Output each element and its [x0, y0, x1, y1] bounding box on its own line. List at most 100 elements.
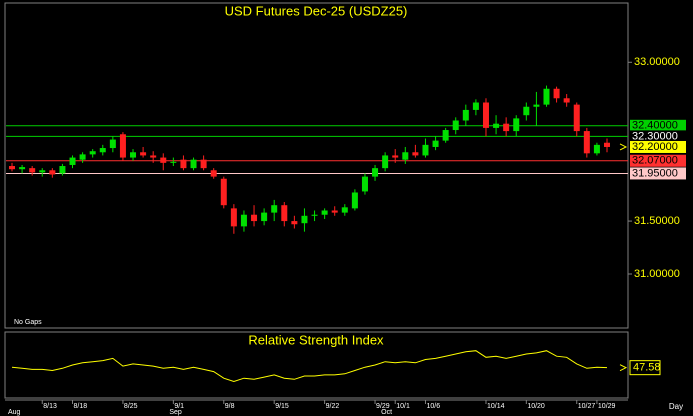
rsi-panel: [4, 331, 629, 399]
level-marker: [619, 143, 628, 151]
candle-body: [301, 215, 308, 224]
month-label: Aug: [8, 409, 21, 416]
candle-body: [533, 104, 540, 107]
x-tick-label: 10/20: [527, 403, 545, 410]
x-tick-label: 9/8: [225, 403, 235, 410]
candle-body: [432, 140, 439, 147]
level-label-bg: [630, 154, 686, 167]
candle-body: [452, 120, 459, 131]
month-label: Oct: [381, 409, 392, 416]
candle-body: [230, 208, 237, 227]
rsi-marker: [619, 364, 628, 372]
candle-body: [69, 157, 76, 165]
y-tick-label: 31.00000: [634, 268, 680, 280]
level-label: 31.95000: [632, 167, 678, 179]
candle-body: [79, 154, 86, 160]
plot-layer: 8/13 8/18 8/25 9/1 9/8 9/15 9/22 9/29 10/1 10/6 10…: [6, 56, 686, 416]
rsi-label-bg: [629, 360, 661, 376]
x-tick-label: 9/15: [275, 403, 289, 410]
y-tick-label: 31.50000: [634, 215, 680, 227]
month-label: Sep: [169, 409, 182, 416]
candle-body: [553, 88, 560, 99]
candle-body: [523, 106, 530, 116]
candle-body: [99, 148, 106, 153]
candle-body: [361, 176, 368, 192]
candle-body: [119, 134, 126, 158]
candle-body: [321, 210, 328, 215]
candle-body: [291, 221, 298, 225]
candle-body: [190, 159, 197, 169]
candle-body: [150, 155, 157, 158]
candle-body: [331, 210, 338, 213]
candle-body: [130, 152, 137, 158]
rsi-title: Relative Strength Index: [248, 332, 384, 347]
candle-body: [351, 192, 358, 209]
candle-body: [180, 159, 187, 169]
candle-body: [472, 102, 479, 110]
level-label: 32.20000: [632, 141, 678, 153]
candle-body: [160, 157, 167, 163]
level-label: 32.40000: [632, 120, 678, 132]
x-tick-label: 10/14: [487, 403, 505, 410]
level-label: 32.30000: [632, 130, 678, 142]
candle-body: [281, 205, 288, 222]
x-unit: Day: [669, 402, 683, 411]
candle-body: [39, 170, 46, 173]
candle-body: [462, 109, 469, 121]
rsi-line: [11, 350, 608, 383]
level-label-bg: [630, 130, 686, 143]
x-tick-label: 9/29: [376, 403, 390, 410]
candle-body: [140, 152, 147, 156]
candle-body: [251, 214, 258, 222]
x-tick-label: 10/27: [578, 403, 596, 410]
candle-body: [402, 152, 409, 160]
candle-body: [422, 144, 429, 156]
candle-body: [442, 130, 449, 141]
candle-body: [482, 102, 489, 128]
level-label-bg: [630, 119, 686, 132]
candle-body: [49, 170, 56, 175]
x-tick-label: 8/13: [43, 403, 57, 410]
level-label-bg: [630, 167, 686, 180]
candle-body: [220, 178, 227, 206]
candle-body: [513, 118, 520, 132]
candle-body: [382, 155, 389, 169]
level-label: 32.07000: [632, 155, 678, 167]
level-label-bg: [630, 140, 686, 153]
candle-body: [9, 166, 15, 170]
candle-body: [412, 152, 419, 156]
rsi-value-label: 47.58: [633, 362, 661, 374]
candle-body: [200, 159, 207, 169]
x-tick-label: 9/1: [174, 403, 184, 410]
candle-body: [109, 139, 116, 149]
candle-body: [563, 98, 570, 103]
x-tick-label: 10/6: [426, 403, 440, 410]
candle-body: [29, 168, 36, 173]
candle-body: [372, 168, 379, 177]
x-tick-label: 8/18: [74, 403, 88, 410]
candle-body: [311, 214, 318, 216]
candle-body: [604, 142, 610, 147]
candle-body: [583, 131, 590, 154]
candle-body: [493, 123, 500, 128]
gaps-note: No Gaps: [14, 319, 42, 326]
candle-body: [392, 155, 399, 158]
x-tick-label: 9/22: [326, 403, 340, 410]
candle-body: [210, 170, 217, 177]
candle-body: [170, 161, 177, 163]
x-tick-label: 10/29: [598, 403, 616, 410]
y-tick-label: 33.00000: [634, 56, 680, 68]
candle-body: [503, 123, 510, 132]
candle-body: [240, 214, 247, 227]
candle-body: [593, 144, 600, 154]
candle-body: [19, 167, 26, 170]
price-panel: [4, 2, 629, 329]
chart-title: USD Futures Dec-25 (USDZ25): [225, 3, 408, 18]
candle-body: [573, 104, 580, 132]
candle-body: [341, 207, 348, 213]
candle-body: [89, 151, 96, 155]
x-tick-label: 8/25: [124, 403, 138, 410]
candle-body: [261, 212, 268, 222]
candle-body: [59, 166, 66, 174]
